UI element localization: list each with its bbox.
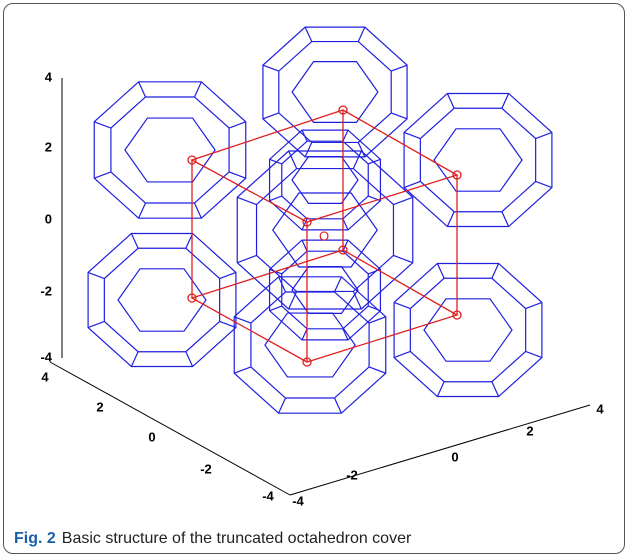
cell-face bbox=[434, 129, 522, 191]
cell-edge bbox=[263, 65, 279, 71]
cell-edge bbox=[437, 263, 444, 278]
cell-edge bbox=[220, 272, 236, 278]
cell-edge bbox=[94, 172, 111, 178]
y-tick-label: 4 bbox=[41, 369, 49, 384]
cell-edge bbox=[270, 306, 282, 311]
cell-edge bbox=[369, 367, 386, 373]
caption-label: Fig. 2 bbox=[14, 530, 56, 547]
cell-edge bbox=[305, 142, 312, 156]
cell-face bbox=[410, 278, 525, 381]
y-tick-label: 0 bbox=[148, 429, 155, 444]
cell-edge bbox=[229, 122, 246, 128]
cell-face bbox=[265, 313, 355, 377]
cell-edge bbox=[394, 351, 410, 357]
cell-edge bbox=[536, 132, 552, 138]
cell-edge bbox=[334, 277, 341, 292]
cell-edge bbox=[302, 329, 307, 340]
z-tick-label: -4 bbox=[40, 349, 52, 364]
y-tick-label: -2 bbox=[200, 461, 212, 476]
cell-face bbox=[424, 299, 512, 361]
cell-edge bbox=[393, 255, 412, 262]
cell-edge bbox=[526, 351, 542, 357]
cell-edge bbox=[220, 321, 236, 327]
y-axis bbox=[50, 362, 290, 495]
page: O 4 2 0 -2 -4 4 2 0 -2 -4 -4 -2 0 2 4 Fig. 2 Basic stru… bbox=[0, 0, 630, 559]
figure-plot: O 4 2 0 -2 -4 4 2 0 -2 -4 -4 -2 0 2 4 bbox=[0, 0, 630, 520]
x-tick-label: -2 bbox=[346, 467, 358, 482]
cell-edge bbox=[263, 113, 279, 119]
cell-edge bbox=[270, 196, 282, 201]
cell-edge bbox=[502, 212, 509, 227]
cell-face bbox=[292, 267, 358, 314]
cell-edge bbox=[94, 122, 111, 128]
cell-edge bbox=[502, 93, 509, 108]
x-axis bbox=[290, 405, 590, 495]
cell-edge bbox=[234, 367, 251, 373]
cell-edge bbox=[447, 212, 454, 227]
cell-edge bbox=[229, 172, 246, 178]
cell-edge bbox=[131, 233, 138, 248]
z-tick-label: 2 bbox=[45, 139, 52, 154]
y-tick-label: 2 bbox=[96, 399, 103, 414]
cell-edge bbox=[334, 398, 341, 413]
cell-edge bbox=[305, 27, 312, 41]
cell-edge bbox=[302, 130, 307, 141]
z-tick-label: -2 bbox=[40, 283, 52, 298]
y-tick-label: -4 bbox=[262, 488, 274, 503]
cell-edge bbox=[394, 302, 410, 308]
cell-edge bbox=[139, 82, 146, 97]
z-tick-label: 4 bbox=[45, 69, 53, 84]
cell-edge bbox=[194, 82, 201, 97]
cell-edge bbox=[536, 181, 552, 187]
x-tick-label: -4 bbox=[292, 493, 304, 508]
cell-edge bbox=[343, 219, 348, 230]
cell-edge bbox=[237, 255, 256, 262]
caption-text: Basic structure of the truncated octahed… bbox=[62, 530, 412, 547]
cell-face bbox=[270, 130, 381, 230]
cell-edge bbox=[343, 130, 348, 141]
cell-edge bbox=[393, 197, 412, 204]
cell-face bbox=[125, 118, 215, 182]
cell-edge bbox=[186, 352, 193, 367]
cell-edge bbox=[492, 263, 499, 278]
cell-edge bbox=[391, 113, 407, 119]
z-tick-label: 0 bbox=[45, 211, 52, 226]
cell-edge bbox=[492, 382, 499, 397]
origin-label: O bbox=[319, 228, 329, 243]
cell-edge bbox=[194, 203, 201, 218]
cell-edge bbox=[302, 240, 307, 251]
octahedra-wireframe bbox=[88, 27, 552, 413]
cell-edge bbox=[237, 197, 256, 204]
x-tick-label: 2 bbox=[526, 423, 533, 438]
cell-face bbox=[104, 248, 219, 351]
cell-edge bbox=[526, 302, 542, 308]
cell-edge bbox=[131, 352, 138, 367]
cell-edge bbox=[139, 203, 146, 218]
x-tick-label: 4 bbox=[596, 401, 604, 416]
cell-edge bbox=[404, 132, 420, 138]
cell-edge bbox=[391, 65, 407, 71]
cell-face bbox=[118, 269, 206, 331]
cell-edge bbox=[279, 398, 286, 413]
cell-face bbox=[292, 157, 358, 204]
cell-face bbox=[394, 263, 542, 396]
cell-face bbox=[263, 27, 407, 157]
cell-face bbox=[251, 292, 369, 398]
cell-face bbox=[420, 108, 535, 211]
x-tick-label: 0 bbox=[451, 449, 458, 464]
cell-edge bbox=[358, 27, 365, 41]
cell-edge bbox=[447, 93, 454, 108]
cell-face bbox=[88, 233, 236, 366]
cell-edge bbox=[88, 272, 104, 278]
cell-edge bbox=[369, 317, 386, 323]
cell-edge bbox=[88, 321, 104, 327]
cell-edge bbox=[437, 382, 444, 397]
cell-face bbox=[111, 97, 229, 203]
cell-edge bbox=[234, 317, 251, 323]
caption: Fig. 2 Basic structure of the truncated o… bbox=[14, 530, 411, 548]
cell-face bbox=[404, 93, 552, 226]
